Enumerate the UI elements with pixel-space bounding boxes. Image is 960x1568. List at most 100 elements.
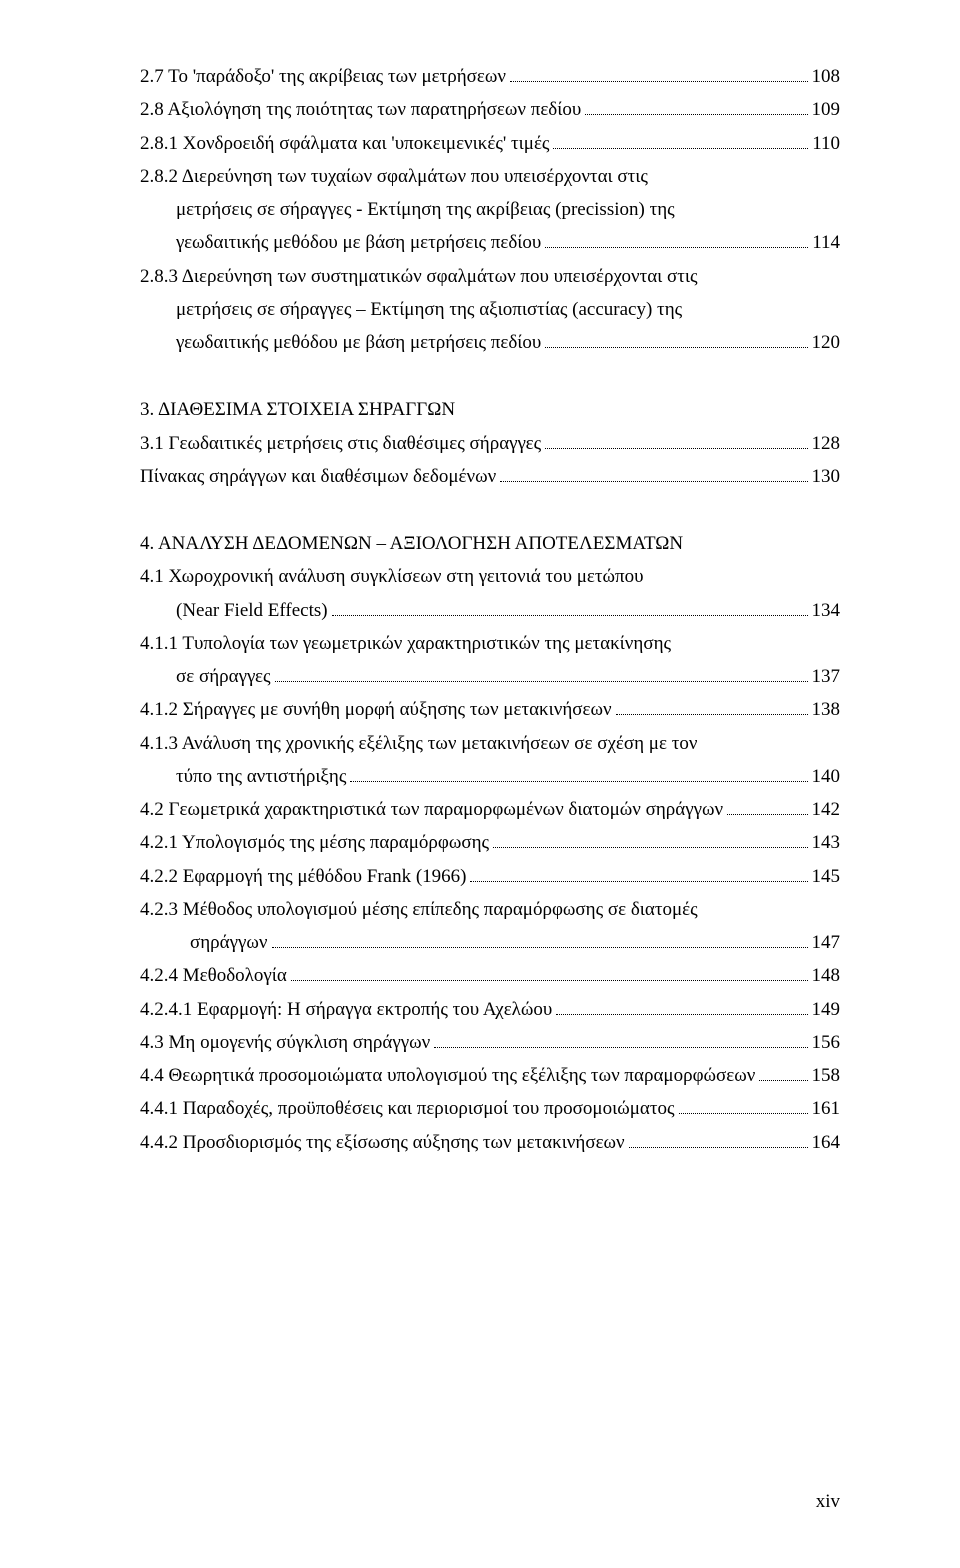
toc-text: (Near Field Effects) [176, 594, 328, 627]
toc-leader-dots [510, 81, 808, 82]
toc-entry: 4.1.1 Τυπολογία των γεωμετρικών χαρακτηρ… [140, 627, 840, 660]
toc-text: 4.4 Θεωρητικά προσομοιώματα υπολογισμού … [140, 1059, 755, 1092]
toc-text: 4.3 Μη ομογενής σύγκλιση σηράγγων [140, 1026, 430, 1059]
toc-entry: 4.2.2 Εφαρμογή της μέθόδου Frank (1966)1… [140, 860, 840, 893]
toc-page-number: 147 [812, 926, 841, 959]
toc-entry: Πίνακας σηράγγων και διαθέσιμων δεδομένω… [140, 460, 840, 493]
table-of-contents: 2.7 Το 'παράδοξο' της ακρίβειας των μετρ… [140, 60, 840, 1159]
toc-entry: 4.4.2 Προσδιορισμός της εξίσωσης αύξησης… [140, 1126, 840, 1159]
toc-text: 4.1.2 Σήραγγες με συνήθη μορφή αύξησης τ… [140, 693, 612, 726]
toc-entry: 4.2.3 Μέθοδος υπολογισμού μέσης επίπεδης… [140, 893, 840, 926]
toc-leader-dots [759, 1080, 807, 1081]
toc-entry: 4.4.1 Παραδοχές, προϋποθέσεις και περιορ… [140, 1092, 840, 1125]
page-number: xiv [816, 1485, 840, 1518]
toc-leader-dots [553, 148, 808, 149]
toc-text: 4.4.1 Παραδοχές, προϋποθέσεις και περιορ… [140, 1092, 675, 1125]
toc-entry: γεωδαιτικής μεθόδου με βάση μετρήσεις πε… [140, 226, 840, 259]
toc-leader-dots [350, 781, 807, 782]
toc-entry: 3. ΔΙΑΘΕΣΙΜΑ ΣΤΟΙΧΕΙΑ ΣΗΡΑΓΓΩΝ [140, 393, 840, 426]
toc-page-number: 134 [812, 594, 841, 627]
toc-leader-dots [272, 947, 808, 948]
toc-text: 4. ΑΝΑΛΥΣΗ ΔΕΔΟΜΕΝΩΝ – ΑΞΙΟΛΟΓΗΣΗ ΑΠΟΤΕΛ… [140, 527, 683, 560]
toc-entry: σε σήραγγες137 [140, 660, 840, 693]
toc-entry: μετρήσεις σε σήραγγες – Εκτίμηση της αξι… [140, 293, 840, 326]
toc-text: 3.1 Γεωδαιτικές μετρήσεις στις διαθέσιμε… [140, 427, 541, 460]
toc-text: τύπο της αντιστήριξης [176, 760, 346, 793]
toc-entry: τύπο της αντιστήριξης 140 [140, 760, 840, 793]
toc-text: 4.1 Χωροχρονική ανάλυση συγκλίσεων στη γ… [140, 560, 644, 593]
toc-page-number: 130 [812, 460, 841, 493]
toc-page-number: 142 [812, 793, 841, 826]
toc-leader-dots [556, 1014, 807, 1015]
toc-entry: γεωδαιτικής μεθόδου με βάση μετρήσεις πε… [140, 326, 840, 359]
toc-entry: 4.2.4.1 Εφαρμογή: Η σήραγγα εκτροπής του… [140, 993, 840, 1026]
toc-leader-dots [332, 615, 808, 616]
toc-entry: 4.4 Θεωρητικά προσομοιώματα υπολογισμού … [140, 1059, 840, 1092]
toc-leader-dots [585, 114, 807, 115]
toc-text: 2.8.2 Διερεύνηση των τυχαίων σφαλμάτων π… [140, 160, 648, 193]
toc-page-number: 128 [812, 427, 841, 460]
toc-page-number: 138 [812, 693, 841, 726]
toc-text: 4.2 Γεωμετρικά χαρακτηριστικά των παραμο… [140, 793, 723, 826]
toc-page-number: 143 [812, 826, 841, 859]
toc-leader-dots [291, 980, 808, 981]
toc-entry: 4.1 Χωροχρονική ανάλυση συγκλίσεων στη γ… [140, 560, 840, 593]
toc-text: 4.2.1 Υπολογισμός της μέσης παραμόρφωσης [140, 826, 489, 859]
toc-text: Πίνακας σηράγγων και διαθέσιμων δεδομένω… [140, 460, 496, 493]
toc-entry: 4.2 Γεωμετρικά χαρακτηριστικά των παραμο… [140, 793, 840, 826]
toc-entry: 4.2.4 Μεθοδολογία148 [140, 959, 840, 992]
toc-text: 4.2.4 Μεθοδολογία [140, 959, 287, 992]
toc-entry: 3.1 Γεωδαιτικές μετρήσεις στις διαθέσιμε… [140, 427, 840, 460]
toc-text: μετρήσεις σε σήραγγες – Εκτίμηση της αξι… [176, 293, 682, 326]
toc-entry: μετρήσεις σε σήραγγες - Εκτίμηση της ακρ… [140, 193, 840, 226]
toc-page-number: 156 [812, 1026, 841, 1059]
toc-page-number: 110 [812, 127, 840, 160]
toc-text: 4.2.3 Μέθοδος υπολογισμού μέσης επίπεδης… [140, 893, 698, 926]
toc-text: γεωδαιτικής μεθόδου με βάση μετρήσεις πε… [176, 226, 541, 259]
toc-text: σηράγγων [190, 926, 268, 959]
toc-page-number: 109 [812, 93, 841, 126]
toc-page-number: 120 [812, 326, 841, 359]
toc-text: 4.2.4.1 Εφαρμογή: Η σήραγγα εκτροπής του… [140, 993, 552, 1026]
section-gap [140, 359, 840, 393]
toc-entry: 4. ΑΝΑΛΥΣΗ ΔΕΔΟΜΕΝΩΝ – ΑΞΙΟΛΟΓΗΣΗ ΑΠΟΤΕΛ… [140, 527, 840, 560]
toc-leader-dots [500, 481, 807, 482]
toc-text: γεωδαιτικής μεθόδου με βάση μετρήσεις πε… [176, 326, 541, 359]
toc-leader-dots [434, 1047, 807, 1048]
toc-page-number: 114 [812, 226, 840, 259]
toc-page-number: 149 [812, 993, 841, 1026]
toc-text: 2.8.1 Χονδροειδή σφάλματα και 'υποκειμεν… [140, 127, 549, 160]
toc-page-number: 108 [812, 60, 841, 93]
toc-text: 4.1.3 Ανάλυση της χρονικής εξέλιξης των … [140, 727, 697, 760]
toc-text: 2.7 Το 'παράδοξο' της ακρίβειας των μετρ… [140, 60, 506, 93]
toc-page-number: 140 [812, 760, 841, 793]
toc-entry: 2.7 Το 'παράδοξο' της ακρίβειας των μετρ… [140, 60, 840, 93]
toc-page-number: 158 [812, 1059, 841, 1092]
toc-entry: 4.3 Μη ομογενής σύγκλιση σηράγγων 156 [140, 1026, 840, 1059]
toc-leader-dots [629, 1147, 808, 1148]
toc-page-number: 164 [812, 1126, 841, 1159]
toc-page-number: 137 [812, 660, 841, 693]
toc-leader-dots [470, 881, 807, 882]
toc-leader-dots [727, 814, 807, 815]
toc-entry: (Near Field Effects) 134 [140, 594, 840, 627]
toc-leader-dots [545, 247, 808, 248]
toc-entry: 2.8.3 Διερεύνηση των συστηματικών σφαλμά… [140, 260, 840, 293]
toc-text: 2.8 Αξιολόγηση της ποιότητας των παρατηρ… [140, 93, 581, 126]
toc-leader-dots [275, 681, 808, 682]
toc-leader-dots [545, 347, 807, 348]
toc-text: 2.8.3 Διερεύνηση των συστηματικών σφαλμά… [140, 260, 698, 293]
toc-entry: 4.1.3 Ανάλυση της χρονικής εξέλιξης των … [140, 727, 840, 760]
section-gap [140, 493, 840, 527]
toc-text: μετρήσεις σε σήραγγες - Εκτίμηση της ακρ… [176, 193, 675, 226]
toc-entry: 4.2.1 Υπολογισμός της μέσης παραμόρφωσης… [140, 826, 840, 859]
toc-page-number: 145 [812, 860, 841, 893]
toc-text: 3. ΔΙΑΘΕΣΙΜΑ ΣΤΟΙΧΕΙΑ ΣΗΡΑΓΓΩΝ [140, 393, 455, 426]
toc-leader-dots [679, 1113, 808, 1114]
toc-entry: σηράγγων 147 [140, 926, 840, 959]
toc-page-number: 161 [812, 1092, 841, 1125]
toc-leader-dots [493, 847, 807, 848]
toc-text: 4.1.1 Τυπολογία των γεωμετρικών χαρακτηρ… [140, 627, 671, 660]
toc-text: 4.4.2 Προσδιορισμός της εξίσωσης αύξησης… [140, 1126, 625, 1159]
toc-entry: 2.8.1 Χονδροειδή σφάλματα και 'υποκειμεν… [140, 127, 840, 160]
